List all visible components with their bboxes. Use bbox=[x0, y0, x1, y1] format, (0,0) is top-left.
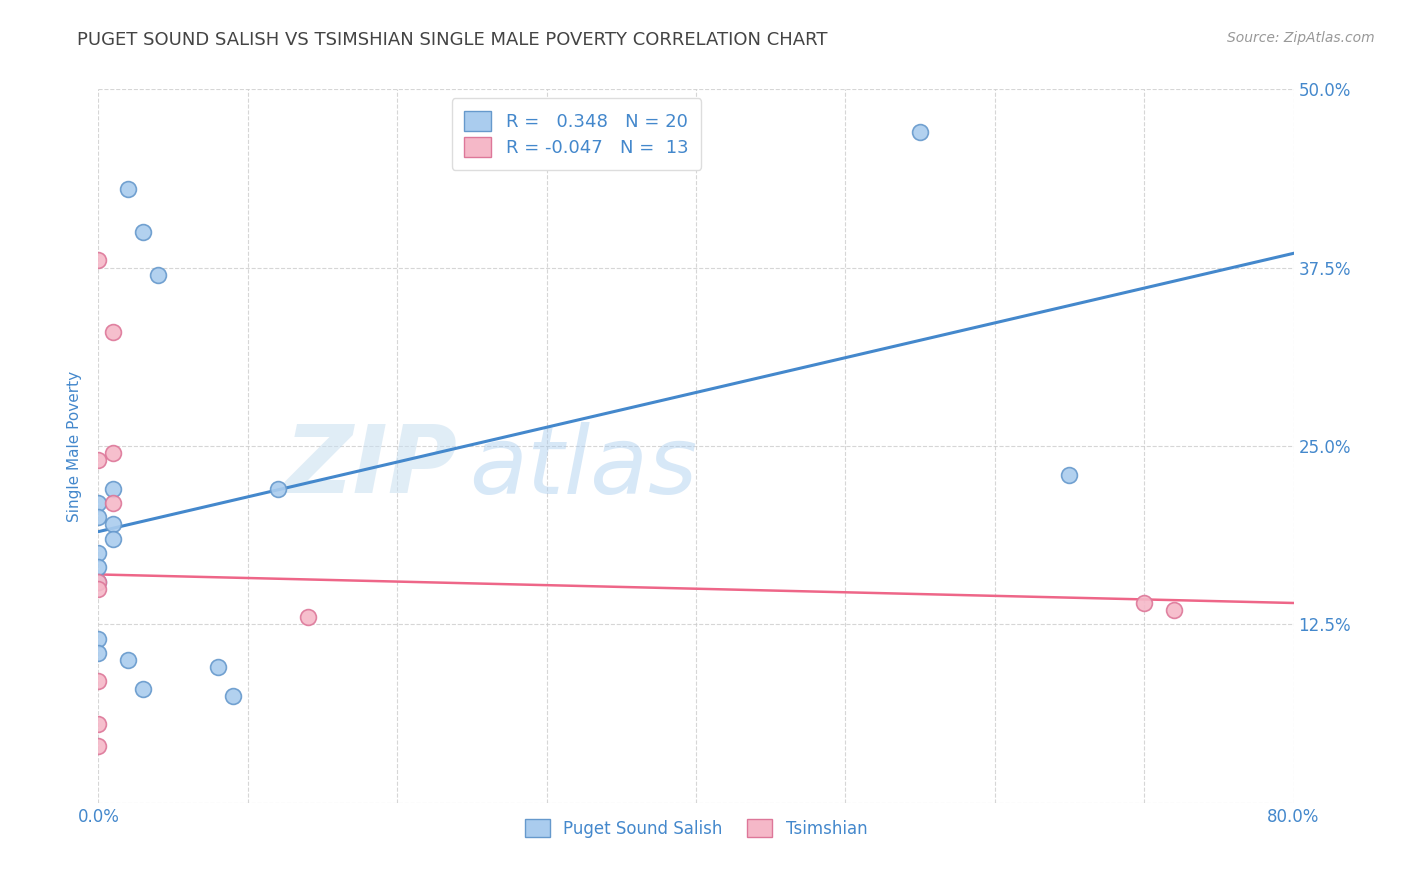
Point bbox=[103, 482, 125, 496]
Text: PUGET SOUND SALISH VS TSIMSHIAN SINGLE MALE POVERTY CORRELATION CHART: PUGET SOUND SALISH VS TSIMSHIAN SINGLE M… bbox=[77, 31, 828, 49]
Point bbox=[87, 253, 110, 268]
Point bbox=[267, 482, 290, 496]
Point bbox=[87, 674, 110, 689]
Legend: Puget Sound Salish, Tsimshian: Puget Sound Salish, Tsimshian bbox=[515, 809, 877, 848]
Point bbox=[103, 517, 125, 532]
Point bbox=[207, 660, 229, 674]
Point bbox=[87, 574, 110, 589]
Point bbox=[87, 646, 110, 660]
Point bbox=[87, 632, 110, 646]
Point bbox=[117, 182, 139, 196]
Point bbox=[1133, 596, 1156, 610]
Point bbox=[132, 681, 155, 696]
Point bbox=[103, 496, 125, 510]
Point bbox=[87, 560, 110, 574]
Point bbox=[132, 225, 155, 239]
Point bbox=[103, 446, 125, 460]
Point bbox=[87, 717, 110, 731]
Point bbox=[148, 268, 170, 282]
Point bbox=[87, 453, 110, 467]
Point bbox=[222, 689, 245, 703]
Point bbox=[87, 739, 110, 753]
Point bbox=[1059, 467, 1081, 482]
Point bbox=[103, 532, 125, 546]
Point bbox=[87, 574, 110, 589]
Point bbox=[1163, 603, 1185, 617]
Point bbox=[297, 610, 319, 624]
Point bbox=[103, 325, 125, 339]
Y-axis label: Single Male Poverty: Single Male Poverty bbox=[67, 370, 83, 522]
Point bbox=[117, 653, 139, 667]
Point bbox=[87, 582, 110, 596]
Text: ZIP: ZIP bbox=[284, 421, 457, 514]
Point bbox=[87, 546, 110, 560]
Point bbox=[87, 496, 110, 510]
Point bbox=[908, 125, 931, 139]
Text: atlas: atlas bbox=[470, 422, 697, 513]
Text: Source: ZipAtlas.com: Source: ZipAtlas.com bbox=[1227, 31, 1375, 45]
Point bbox=[87, 510, 110, 524]
